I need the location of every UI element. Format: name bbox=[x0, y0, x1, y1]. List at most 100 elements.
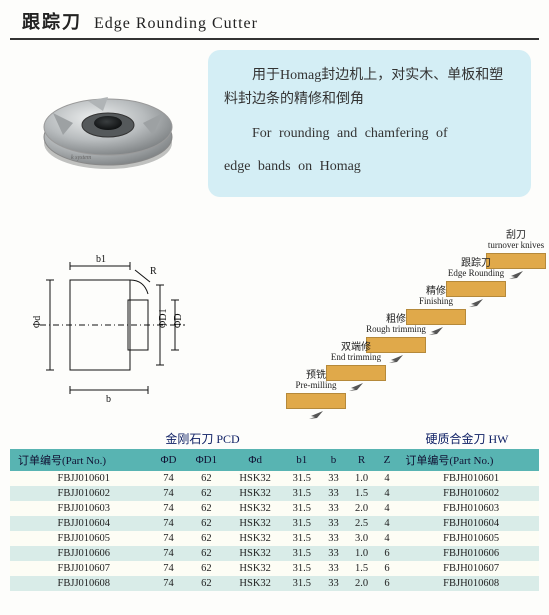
cell: FBJJ010605 bbox=[10, 531, 152, 546]
cell: 4 bbox=[377, 471, 398, 486]
cell: 2.0 bbox=[347, 501, 377, 516]
cell: 62 bbox=[185, 516, 227, 531]
table-row: FBJJ0106087462HSK3231.5332.06FBJH010608 bbox=[10, 576, 539, 591]
col-header: R bbox=[347, 449, 377, 471]
spec-table: 订单编号(Part No.)ΦDΦD1Φdb1bRZ订单编号(Part No.)… bbox=[10, 449, 539, 591]
cell: 4 bbox=[377, 486, 398, 501]
cell: FBJH010608 bbox=[397, 576, 539, 591]
table-group-headers: 金刚石刀 PCD 硬质合金刀 HW bbox=[10, 430, 539, 447]
cell: 74 bbox=[152, 486, 186, 501]
cell: HSK32 bbox=[227, 501, 283, 516]
cell: FBJJ010606 bbox=[10, 546, 152, 561]
cell: 31.5 bbox=[283, 486, 320, 501]
table-row: FBJJ0106057462HSK3231.5333.04FBJH010605 bbox=[10, 531, 539, 546]
cell: HSK32 bbox=[227, 486, 283, 501]
product-photo: k system bbox=[18, 50, 198, 210]
cell: FBJH010601 bbox=[397, 471, 539, 486]
table-row: FBJJ0106017462HSK3231.5331.04FBJH010601 bbox=[10, 471, 539, 486]
cell: FBJJ010601 bbox=[10, 471, 152, 486]
table-row: FBJJ0106037462HSK3231.5332.04FBJH010603 bbox=[10, 501, 539, 516]
title-bar: 跟踪刀 Edge Rounding Cutter bbox=[10, 0, 539, 40]
table-row: FBJJ0106077462HSK3231.5331.56FBJH010607 bbox=[10, 561, 539, 576]
cell: 31.5 bbox=[283, 561, 320, 576]
header-row: 订单编号(Part No.)ΦDΦD1Φdb1bRZ订单编号(Part No.) bbox=[10, 449, 539, 471]
cell: 6 bbox=[377, 561, 398, 576]
col-header: b1 bbox=[283, 449, 320, 471]
table-row: FBJJ0106027462HSK3231.5331.54FBJH010602 bbox=[10, 486, 539, 501]
cell: 1.0 bbox=[347, 471, 377, 486]
title-cn: 跟踪刀 bbox=[22, 12, 82, 32]
cell: HSK32 bbox=[227, 471, 283, 486]
process-flow: 刮刀turnover knives跟踪刀Edge Rounding精修Finis… bbox=[216, 230, 539, 420]
svg-text:b: b bbox=[106, 394, 111, 405]
cell: 33 bbox=[320, 576, 346, 591]
arrow-icon bbox=[349, 383, 363, 391]
cell: FBJJ010602 bbox=[10, 486, 152, 501]
cell: 6 bbox=[377, 546, 398, 561]
cell: 33 bbox=[320, 486, 346, 501]
cell: HSK32 bbox=[227, 516, 283, 531]
cell: 2.0 bbox=[347, 576, 377, 591]
svg-text:Φd: Φd bbox=[32, 316, 43, 328]
cell: 62 bbox=[185, 471, 227, 486]
cell: 33 bbox=[320, 516, 346, 531]
cell: 3.0 bbox=[347, 531, 377, 546]
title-en: Edge Rounding Cutter bbox=[94, 15, 258, 32]
stage-en: turnover knives bbox=[486, 241, 546, 251]
cell: 62 bbox=[185, 561, 227, 576]
cell: 33 bbox=[320, 561, 346, 576]
cell: 33 bbox=[320, 546, 346, 561]
cell: 33 bbox=[320, 501, 346, 516]
dimension-drawing: b1 R Φd ΦD1 ΦD b bbox=[10, 230, 210, 420]
table-row: FBJJ0106067462HSK3231.5331.06FBJH010606 bbox=[10, 546, 539, 561]
col-header: 订单编号(Part No.) bbox=[10, 449, 152, 471]
cell: FBJH010604 bbox=[397, 516, 539, 531]
cell: 74 bbox=[152, 531, 186, 546]
stage-en: Pre-milling bbox=[286, 381, 346, 391]
group-hw: 硬质合金刀 HW bbox=[395, 430, 539, 447]
cell: FBJH010602 bbox=[397, 486, 539, 501]
cell: 1.0 bbox=[347, 546, 377, 561]
cell: 62 bbox=[185, 486, 227, 501]
col-header: Z bbox=[377, 449, 398, 471]
cell: 74 bbox=[152, 471, 186, 486]
svg-text:R: R bbox=[150, 266, 157, 277]
col-header: ΦD1 bbox=[185, 449, 227, 471]
cell: HSK32 bbox=[227, 576, 283, 591]
cell: 62 bbox=[185, 576, 227, 591]
cell: 62 bbox=[185, 531, 227, 546]
cell: HSK32 bbox=[227, 561, 283, 576]
cell: 31.5 bbox=[283, 531, 320, 546]
cell: FBJJ010603 bbox=[10, 501, 152, 516]
cell: FBJJ010604 bbox=[10, 516, 152, 531]
cell: 74 bbox=[152, 561, 186, 576]
cell: 33 bbox=[320, 471, 346, 486]
cell: 74 bbox=[152, 516, 186, 531]
col-header: 订单编号(Part No.) bbox=[397, 449, 539, 471]
cell: 4 bbox=[377, 501, 398, 516]
arrow-icon bbox=[429, 327, 443, 335]
cell: 4 bbox=[377, 531, 398, 546]
svg-text:b1: b1 bbox=[96, 254, 106, 265]
desc-en-1: For rounding and chamfering of bbox=[224, 122, 515, 146]
cell: HSK32 bbox=[227, 546, 283, 561]
cell: 31.5 bbox=[283, 576, 320, 591]
col-header: Φd bbox=[227, 449, 283, 471]
cell: FBJH010605 bbox=[397, 531, 539, 546]
arrow-icon bbox=[309, 411, 323, 419]
desc-cn: 用于Homag封边机上，对实木、单板和塑料封边条的精修和倒角 bbox=[224, 64, 515, 112]
cell: 31.5 bbox=[283, 546, 320, 561]
cell: FBJH010603 bbox=[397, 501, 539, 516]
cell: 2.5 bbox=[347, 516, 377, 531]
col-header: ΦD bbox=[152, 449, 186, 471]
stage-en: Rough trimming bbox=[366, 325, 426, 335]
cell: 1.5 bbox=[347, 561, 377, 576]
cell: 33 bbox=[320, 531, 346, 546]
col-header: b bbox=[320, 449, 346, 471]
arrow-icon bbox=[469, 299, 483, 307]
cell: FBJH010606 bbox=[397, 546, 539, 561]
process-stage: 预铣Pre-milling bbox=[286, 370, 346, 422]
stage-block bbox=[286, 393, 346, 409]
stage-en: End trimming bbox=[326, 353, 386, 363]
description-box: 用于Homag封边机上，对实木、单板和塑料封边条的精修和倒角 For round… bbox=[208, 50, 531, 197]
